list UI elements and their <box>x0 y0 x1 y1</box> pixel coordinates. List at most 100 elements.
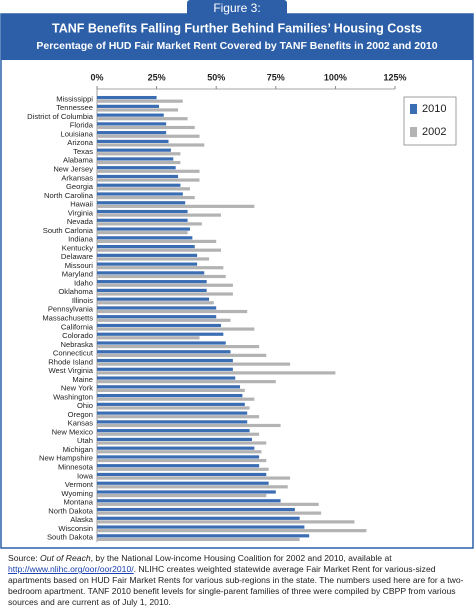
bar <box>97 388 245 393</box>
bar <box>97 318 231 322</box>
y-tick-label: Arizona <box>67 138 94 147</box>
y-tick-label: Utah <box>77 436 93 445</box>
bar <box>97 502 319 506</box>
figure-tab <box>187 0 287 18</box>
bar <box>97 353 267 357</box>
bar <box>97 104 159 108</box>
bar <box>97 271 205 275</box>
bar <box>97 402 245 406</box>
bar <box>97 183 181 187</box>
bar <box>97 125 195 130</box>
bar <box>97 122 167 126</box>
bar <box>97 397 255 401</box>
source-text: Out of Reach <box>40 553 91 563</box>
bar <box>97 209 188 214</box>
y-tick-label: Alaska <box>70 515 94 524</box>
y-tick-label: New Jersey <box>53 165 93 174</box>
y-tick-label: Idaho <box>74 278 93 287</box>
bar <box>97 131 167 135</box>
bar <box>97 99 183 103</box>
y-tick-label: Kentucky <box>62 243 93 252</box>
bar <box>97 529 367 533</box>
bar <box>97 371 336 375</box>
bar <box>97 376 236 380</box>
y-tick-label: Delaware <box>61 252 93 261</box>
source-text: Source: <box>8 553 41 563</box>
bar <box>97 244 195 249</box>
y-tick-label: Florida <box>70 121 94 130</box>
bar <box>97 301 214 305</box>
y-tick-label: North Dakota <box>48 506 94 515</box>
bar <box>97 493 267 498</box>
y-tick-label: Indiana <box>68 235 94 244</box>
legend-swatch <box>410 127 417 137</box>
bar <box>97 520 355 524</box>
x-tick-label: 50% <box>207 72 225 82</box>
y-tick-label: North Carolina <box>44 191 94 200</box>
bar <box>97 253 198 257</box>
bar <box>97 455 260 459</box>
source-link[interactable]: http://www.nlihc.org/oor/oor2010/ <box>8 564 134 574</box>
bar <box>97 283 233 287</box>
y-tick-label: Louisiana <box>60 129 93 138</box>
bar <box>97 458 267 463</box>
bar <box>97 218 188 222</box>
bar <box>97 117 188 121</box>
bar <box>97 516 300 520</box>
bar <box>97 139 169 144</box>
bar <box>97 385 241 389</box>
bar <box>97 108 179 112</box>
y-tick-label: Nebraska <box>61 340 94 349</box>
bar <box>97 341 226 345</box>
y-tick-label: Georgia <box>66 182 94 191</box>
bar <box>97 222 202 226</box>
y-tick-label: South Dakota <box>47 533 94 542</box>
x-tick-label: 125% <box>383 72 406 82</box>
y-tick-label: Kansas <box>68 419 94 428</box>
bar <box>97 367 233 371</box>
bar <box>97 350 231 354</box>
figure-label: Figure 3: <box>213 1 260 15</box>
chart: Figure 3: TANF Benefits Falling Further … <box>0 0 474 549</box>
bar <box>97 236 193 240</box>
bar <box>97 450 262 454</box>
bar <box>97 248 221 252</box>
y-tick-label: Massachusetts <box>42 314 93 323</box>
bar <box>97 262 198 266</box>
bar <box>97 201 186 205</box>
bar <box>97 485 288 489</box>
y-tick-label: Arkansas <box>61 173 93 182</box>
bar <box>97 336 200 340</box>
y-tick-label: Missouri <box>65 261 94 270</box>
y-tick-label: South Carlonia <box>43 226 94 235</box>
y-tick-label: Wisconsin <box>58 524 93 533</box>
bar <box>97 344 260 349</box>
y-tick-label: Vermont <box>65 480 94 489</box>
y-tick-label: Texas <box>73 147 93 156</box>
legend-label: 2010 <box>422 103 446 115</box>
bar <box>97 411 248 415</box>
bar <box>97 239 217 244</box>
bar <box>97 323 221 328</box>
bar <box>97 160 181 165</box>
y-tick-label: Wyoming <box>61 489 93 498</box>
bar <box>97 537 300 542</box>
y-tick-label: Colorado <box>62 331 93 340</box>
y-tick-label: Hawaii <box>70 200 93 209</box>
bar <box>97 467 269 471</box>
bar <box>97 358 233 363</box>
bar <box>97 143 205 147</box>
legend-swatch <box>410 104 417 114</box>
bar <box>97 157 174 161</box>
bar <box>97 437 252 442</box>
bar <box>97 166 176 170</box>
y-tick-label: Michigan <box>63 445 93 454</box>
bar <box>97 187 190 191</box>
y-tick-label: Minnesota <box>58 463 94 472</box>
bar <box>97 292 233 296</box>
y-tick-label: Montana <box>63 498 93 507</box>
source-text: . NLIHC creates weighted statewide avera… <box>8 564 464 607</box>
bar <box>97 309 248 314</box>
bar <box>97 472 267 477</box>
